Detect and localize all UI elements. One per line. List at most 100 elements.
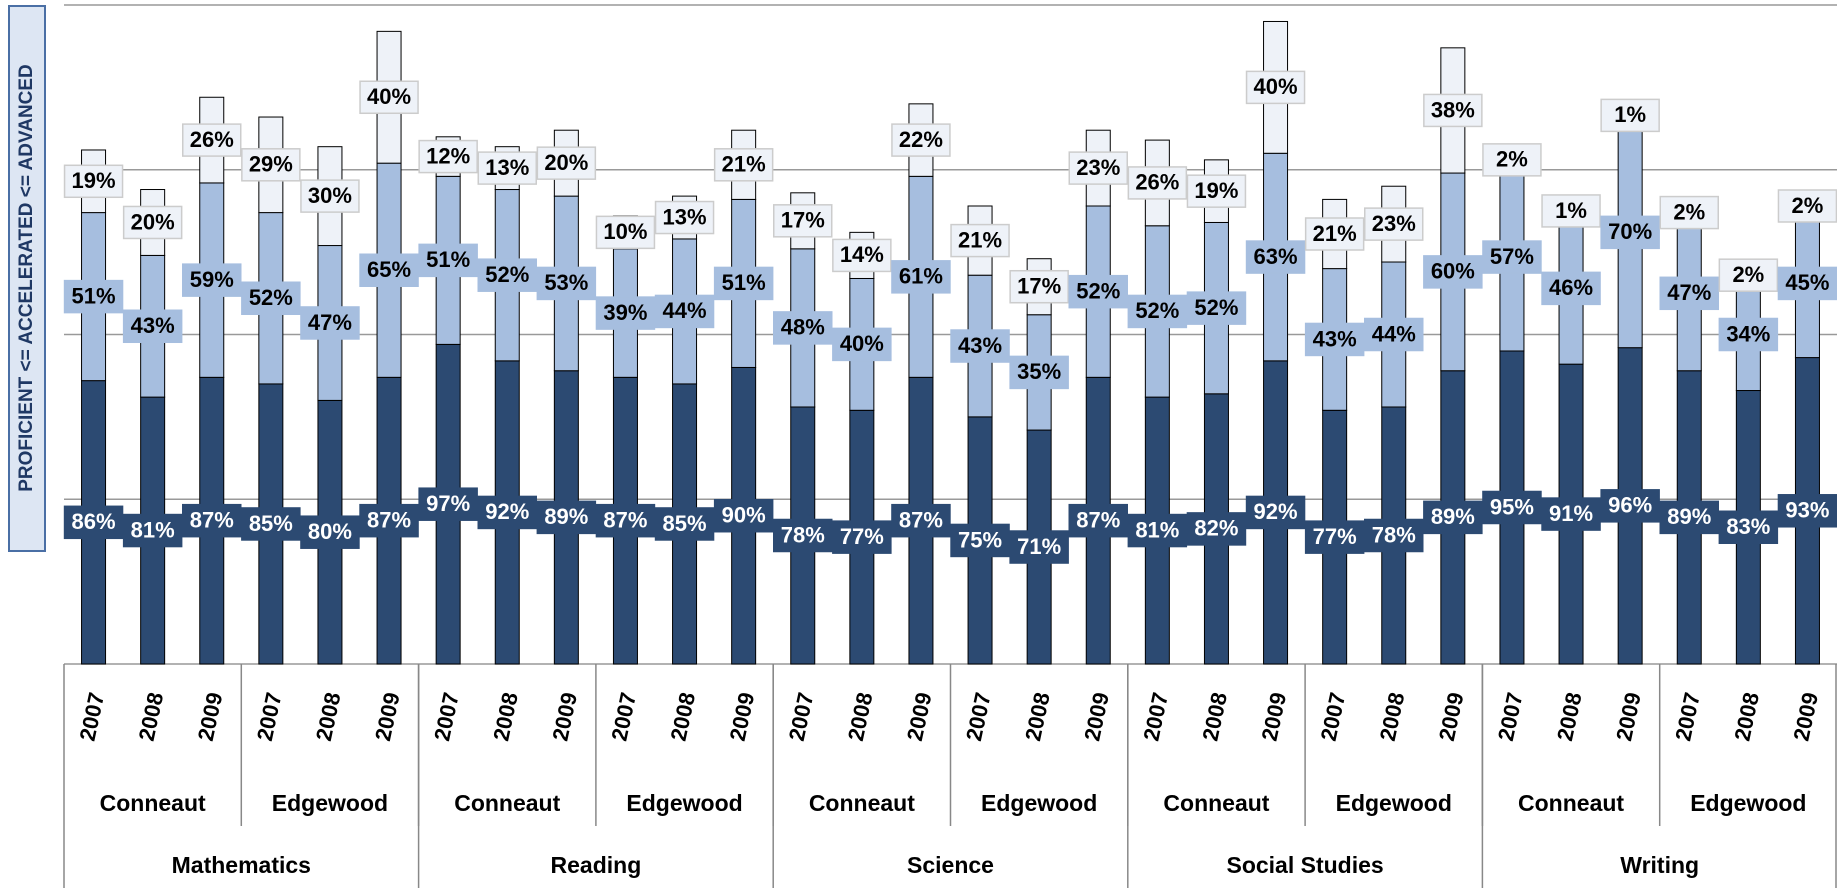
label-box (1364, 207, 1424, 241)
data-label: 39% (603, 300, 647, 325)
data-label: 20% (544, 150, 588, 175)
data-label: 38% (1431, 97, 1475, 122)
label-box (1304, 217, 1365, 251)
data-label: 52% (1135, 298, 1179, 323)
subject-label: Reading (551, 852, 642, 878)
data-label: 48% (781, 315, 825, 340)
data-label: 75% (958, 527, 1002, 552)
label-box (241, 507, 301, 541)
school-label: Conneaut (454, 790, 560, 816)
subject-label: Writing (1620, 852, 1699, 878)
label-box (1186, 291, 1247, 325)
label-box (63, 279, 124, 314)
data-label: 51% (426, 247, 470, 272)
label-box (891, 260, 951, 294)
school-label: Conneaut (809, 790, 915, 816)
label-box (595, 296, 656, 330)
school-label: Edgewood (626, 790, 742, 816)
label-box (418, 139, 478, 174)
label-box (1127, 513, 1188, 548)
data-label: 40% (1254, 74, 1298, 99)
label-box (1068, 503, 1128, 538)
label-box (1364, 518, 1424, 553)
label-box (1009, 355, 1069, 390)
label-box (1009, 269, 1069, 304)
x-tick-label: 2009 (1434, 690, 1469, 743)
data-label: 34% (1726, 321, 1770, 346)
x-tick-label: 2009 (1788, 690, 1823, 743)
data-label: 97% (426, 491, 470, 516)
label-box (713, 498, 774, 533)
x-tick-label: 2009 (902, 690, 937, 743)
data-label: 52% (1076, 278, 1120, 303)
school-label: Conneaut (1518, 790, 1624, 816)
x-tick-label: 2008 (1552, 690, 1587, 743)
data-label: 17% (781, 208, 825, 233)
data-label: 2% (1732, 262, 1764, 287)
data-label: 20% (131, 209, 175, 234)
label-box (1127, 294, 1188, 329)
label-box (63, 505, 124, 540)
x-tick-label: 2007 (784, 690, 819, 743)
data-label: 53% (544, 270, 588, 295)
data-label: 46% (1549, 275, 1593, 300)
x-tick-label: 2007 (1316, 690, 1351, 743)
label-box (1718, 510, 1779, 545)
data-label: 65% (367, 257, 411, 282)
data-label: 57% (1490, 244, 1534, 269)
x-tick-label: 2009 (1611, 690, 1646, 743)
label-box (182, 503, 242, 538)
data-label: 92% (485, 499, 529, 524)
data-label: 44% (1372, 321, 1416, 346)
data-label: 22% (899, 127, 943, 152)
data-label: 78% (781, 522, 825, 547)
label-box (1659, 276, 1719, 311)
label-box (1245, 240, 1306, 274)
data-label: 77% (1313, 524, 1357, 549)
label-box (713, 148, 774, 182)
school-label: Edgewood (1690, 790, 1806, 816)
label-box (359, 253, 419, 287)
label-box (832, 238, 892, 273)
label-box (1186, 174, 1247, 208)
x-tick-label: 2009 (193, 690, 228, 743)
label-box (1777, 189, 1837, 223)
data-label: 10% (603, 219, 647, 244)
data-label: 2% (1673, 199, 1705, 224)
data-label: 2% (1792, 193, 1824, 218)
label-box (418, 243, 478, 278)
label-box (1777, 266, 1837, 301)
data-label: 90% (722, 503, 766, 528)
data-label: 81% (131, 517, 175, 542)
data-label: 52% (485, 262, 529, 287)
data-label: 29% (249, 152, 293, 177)
x-tick-label: 2008 (1197, 690, 1232, 743)
x-tick-label: 2008 (488, 690, 523, 743)
data-label: 87% (367, 507, 411, 532)
label-box (1659, 500, 1719, 535)
data-label: 87% (603, 507, 647, 532)
label-box (536, 500, 597, 535)
label-box (1541, 194, 1601, 228)
x-tick-label: 2009 (547, 690, 582, 743)
data-label: 95% (1490, 494, 1534, 519)
label-box (595, 503, 656, 538)
data-label: 21% (1313, 221, 1357, 246)
data-label: 1% (1614, 102, 1646, 127)
label-box (1009, 530, 1069, 564)
x-tick-label: 2008 (1729, 690, 1764, 743)
school-label: Conneaut (1163, 790, 1269, 816)
data-label: 44% (663, 298, 707, 323)
label-box (1068, 151, 1128, 185)
school-label: Conneaut (100, 790, 206, 816)
x-tick-label: 2007 (1670, 690, 1705, 743)
data-label: 40% (367, 84, 411, 109)
data-label: 17% (1017, 274, 1061, 299)
label-box (241, 148, 301, 182)
school-label: Edgewood (272, 790, 388, 816)
label-box (300, 179, 360, 213)
data-label: 13% (485, 155, 529, 180)
label-box (1659, 195, 1719, 230)
x-tick-label: 2008 (311, 690, 346, 743)
label-box (359, 80, 419, 115)
